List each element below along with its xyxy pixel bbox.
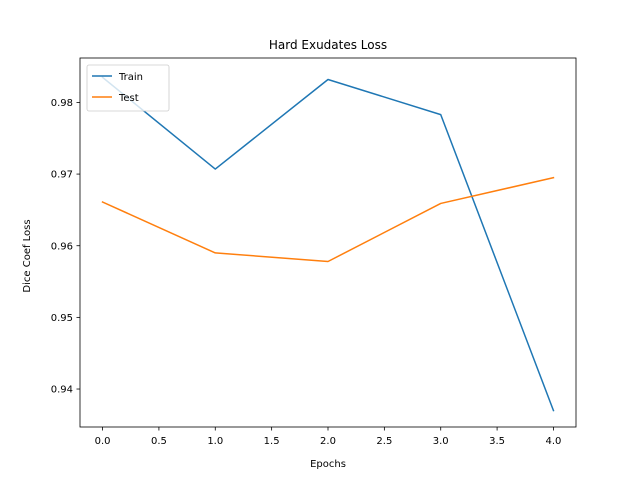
axes-frame: [79, 57, 577, 428]
x-tick-label: 3.0: [433, 436, 449, 447]
x-tick-label: 1.0: [207, 436, 223, 447]
x-tick-label: 4.0: [546, 436, 562, 447]
y-axis-label: Dice Coef Loss: [22, 219, 33, 292]
series-line-train: [101, 76, 555, 412]
y-tick-label: 0.95: [51, 313, 73, 324]
x-tick-label: 2.5: [376, 436, 392, 447]
chart-title: Hard Exudates Loss: [269, 38, 387, 52]
y-tick-label: 0.97: [51, 170, 73, 181]
x-axis-label: Epochs: [310, 459, 346, 470]
y-tick-label: 0.98: [51, 98, 73, 109]
x-tick-label: 1.5: [264, 436, 280, 447]
legend-label-test: Test: [118, 93, 139, 104]
x-tick-label: 0.5: [151, 436, 167, 447]
y-tick-label: 0.96: [51, 241, 73, 252]
y-tick-label: 0.94: [51, 385, 73, 396]
legend-label-train: Train: [118, 72, 143, 83]
x-tick-label: 0.0: [95, 436, 111, 447]
plot-area: 0.0 0.5 1.0 1.5 2.0 2.5 3.0 3.5 4.0 0.94 0.95 0.96 0…: [51, 57, 577, 447]
x-tick-label: 2.0: [320, 436, 336, 447]
x-tick-label: 3.5: [489, 436, 505, 447]
series-line-test: [101, 176, 555, 263]
